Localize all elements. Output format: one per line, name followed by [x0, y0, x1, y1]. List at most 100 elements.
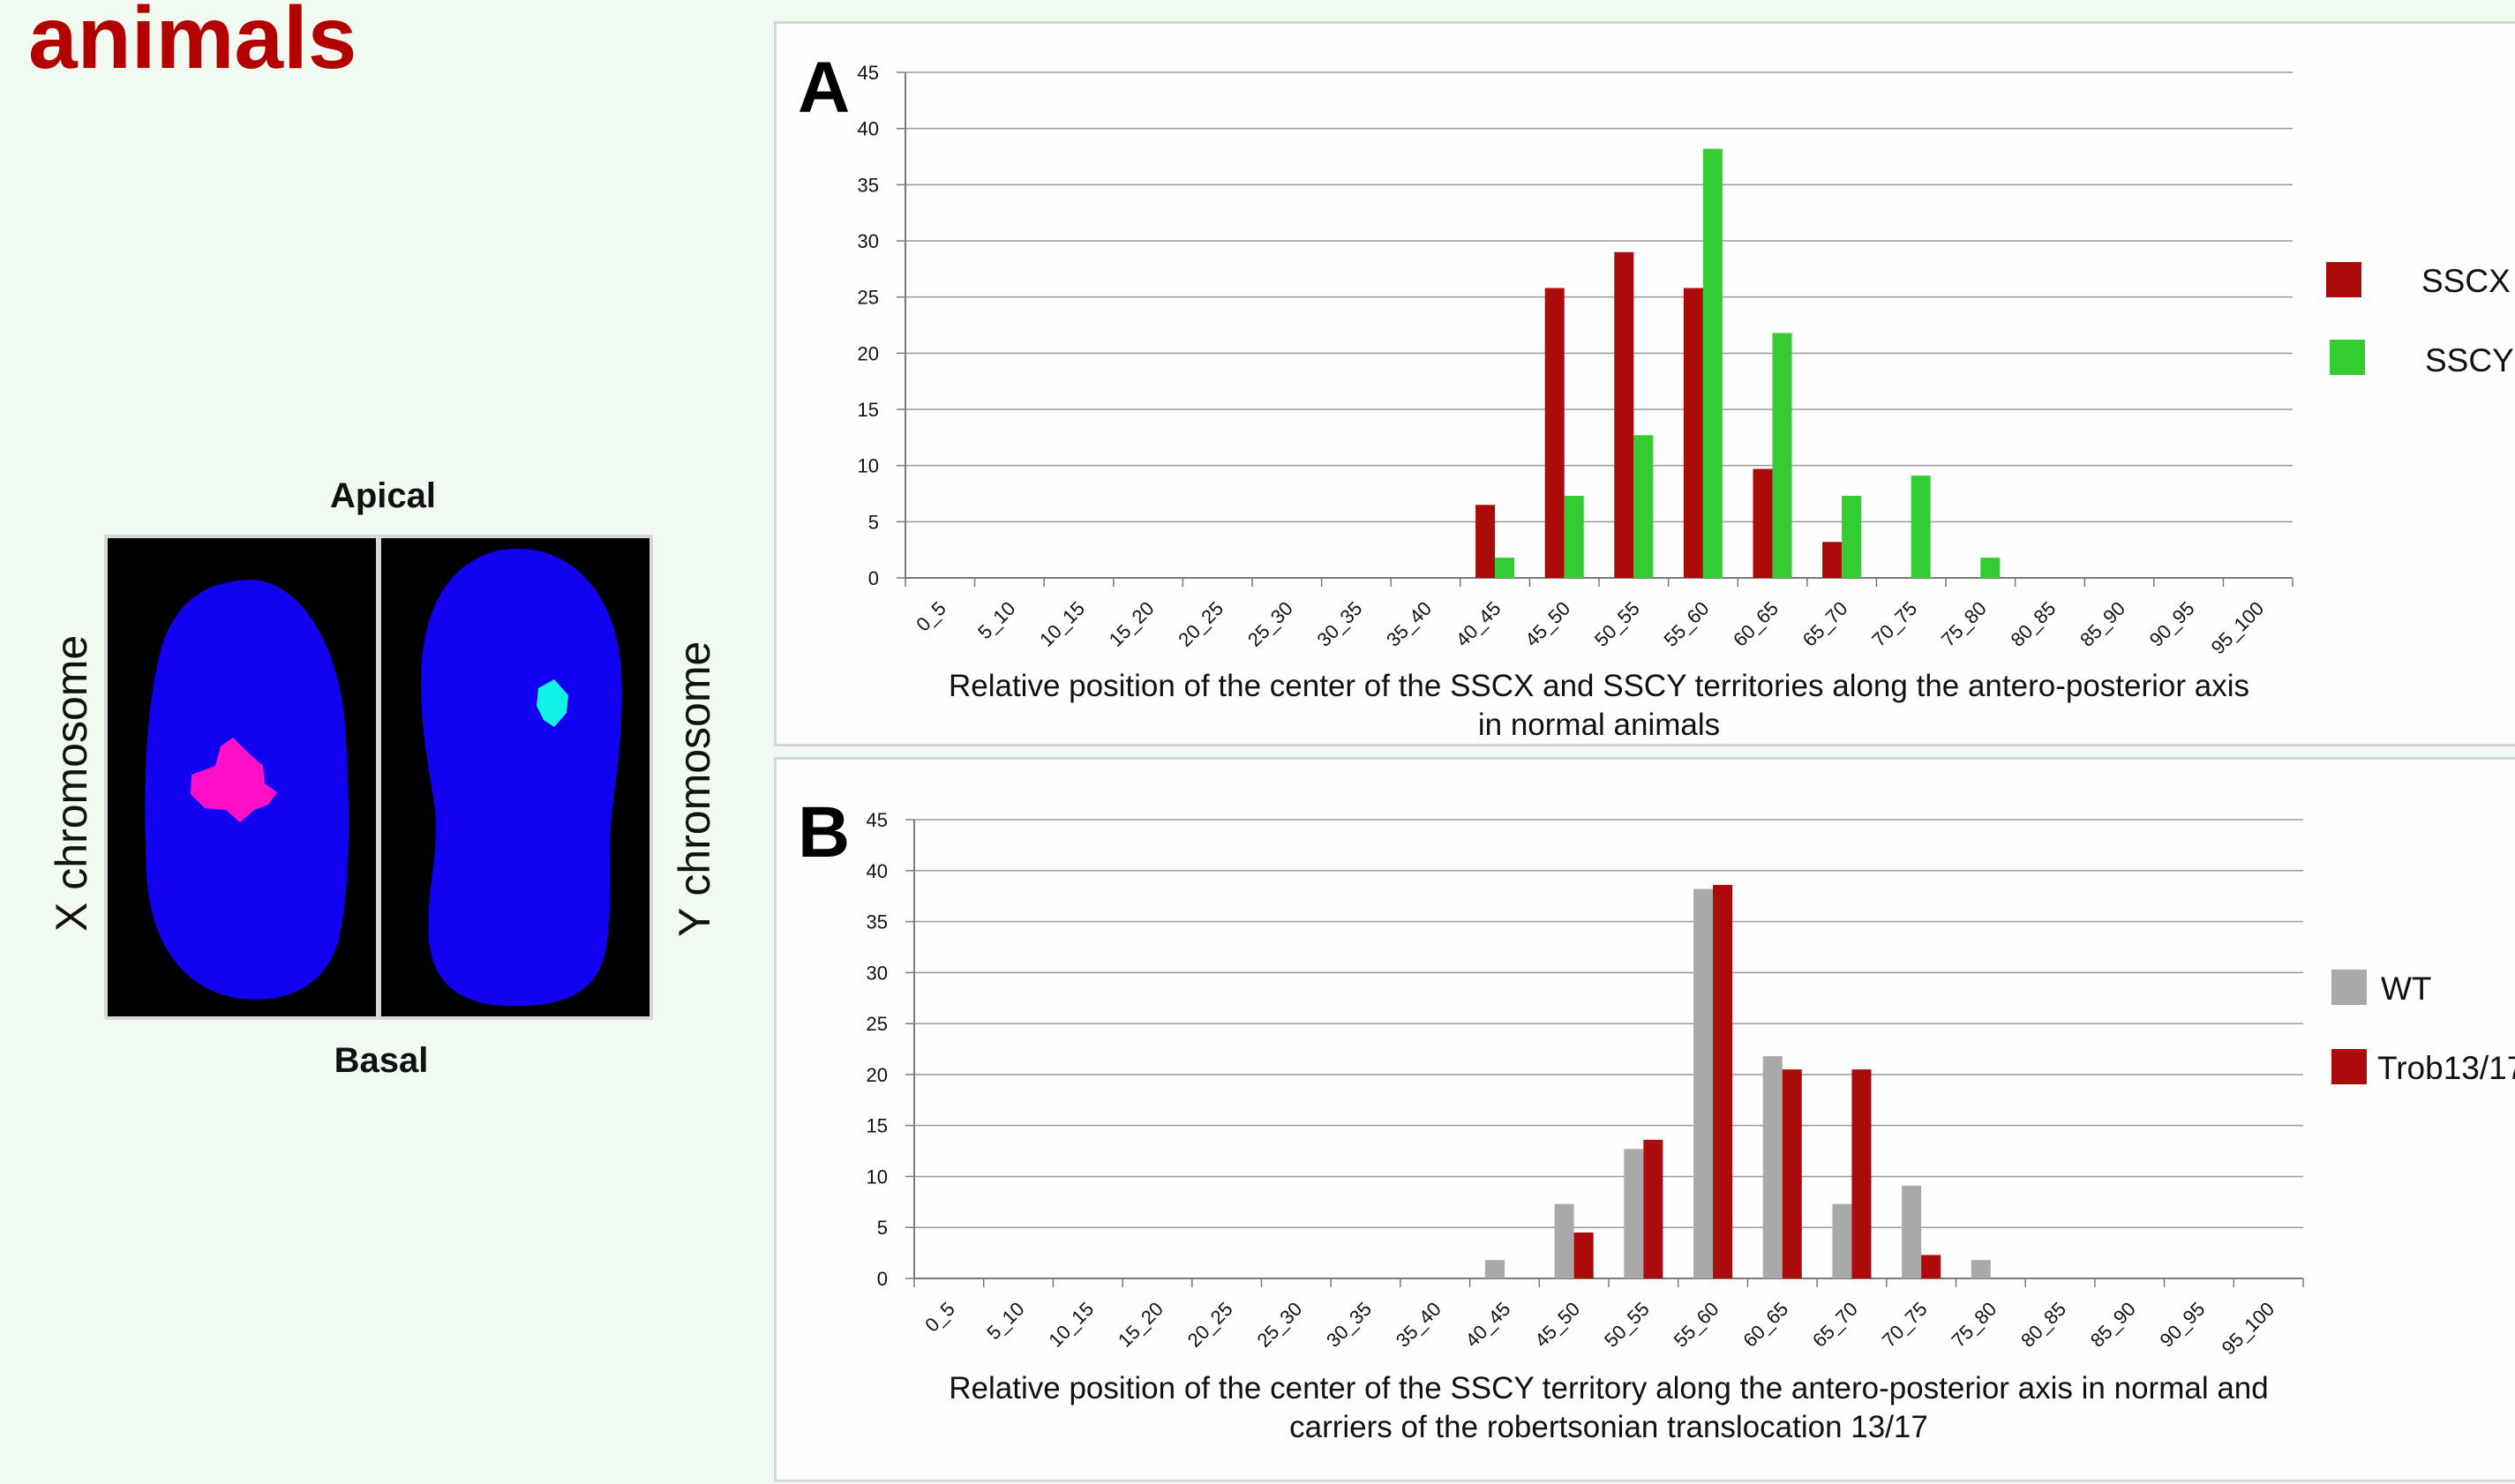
- x-chromosome-signal: [191, 738, 277, 822]
- chart-b-x-tick-label: 95_100: [2218, 1298, 2279, 1360]
- chart-a-bar-sscx-45_50: [1544, 288, 1565, 578]
- chart-a-x-tick-label: 85_90: [2076, 597, 2129, 651]
- chart-b-bar-trob13-17-70_75: [1921, 1255, 1941, 1278]
- chart-b-bar-trob13-17-65_70: [1851, 1069, 1872, 1278]
- chart-b-y-tick-label: 15: [867, 1115, 888, 1137]
- y-nucleus-drawing: [421, 548, 622, 1007]
- chart-a-bar-sscy-65_70: [1842, 496, 1862, 578]
- chart-a-x-tick-label: 70_75: [1867, 597, 1921, 651]
- chart-b-x-tick-label: 40_45: [1461, 1298, 1515, 1352]
- chart-b-xlabel-line1: Relative position of the center of the S…: [949, 1371, 2268, 1405]
- chart-b-y-tick-label: 40: [867, 860, 888, 882]
- chart-b-x-tick-label: 15_20: [1114, 1298, 1167, 1352]
- chart-a-bar-sscy-70_75: [1911, 476, 1931, 578]
- y-chromosome-label: Y chromosome: [670, 641, 719, 937]
- chart-a-x-tick-label: 35_40: [1382, 597, 1436, 651]
- chart-b-bar-wt-60_65: [1762, 1056, 1783, 1278]
- chart-b-y-tick-label: 0: [877, 1268, 888, 1290]
- chart-b-x-tick-label: 35_40: [1392, 1298, 1445, 1352]
- chart-a-bar-sscx-65_70: [1822, 542, 1843, 578]
- chart-a-x-tick-label: 25_30: [1243, 597, 1297, 651]
- chart-a-x-tick-label: 45_50: [1520, 597, 1574, 651]
- chart-b-x-tick-label: 5_10: [982, 1298, 1028, 1344]
- chart-b-x-tick-label: 80_85: [2016, 1298, 2070, 1352]
- chart-a-x-tick-label: 10_15: [1035, 597, 1089, 651]
- chart-b-bar-wt-75_80: [1971, 1260, 1991, 1278]
- chart-a-legend-label-sscy: SSCY: [2425, 342, 2514, 378]
- chart-b-y-tick-label: 5: [877, 1217, 888, 1239]
- chart-a-x-tick-label: 55_60: [1659, 597, 1713, 651]
- chart-a-bar-sscy-55_60: [1702, 148, 1723, 578]
- chart-a-bar-sscx-55_60: [1683, 288, 1703, 578]
- apical-label: Apical: [329, 476, 437, 515]
- chart-b-y-tick-label: 35: [867, 911, 888, 933]
- chart-b-bar-trob13-17-50_55: [1643, 1139, 1663, 1278]
- chart-b-xlabel-line2: carriers of the robertsonian translocati…: [1289, 1410, 1928, 1444]
- chart-a-bar-sscy-50_55: [1633, 435, 1654, 578]
- chart-a-bar-sscx-40_45: [1475, 505, 1496, 578]
- chart-b-legend-swatch-wt: [2331, 970, 2367, 1005]
- x-nucleus-drawing: [145, 580, 349, 1000]
- chart-a: A 0 5 10 15 20 25 30 35 40 45 0_5 5_10 10_15 15_20 20_2…: [798, 48, 2514, 742]
- chart-a-x-tick-label: 15_20: [1105, 597, 1159, 651]
- chart-a-x-tick-label: 30_35: [1312, 597, 1366, 651]
- chart-b-y-tick-label: 30: [867, 962, 888, 984]
- chart-a-frame: A 0 5 10 15 20 25 30 35 40 45 0_5 5_10 10_15 15_20 20_2…: [774, 21, 2515, 746]
- chart-a-y-tick-label: 5: [868, 511, 879, 533]
- chart-b-y-tick-label: 10: [867, 1165, 888, 1188]
- basal-label: Basal: [334, 1041, 429, 1080]
- chart-b-x-tick-label: 85_90: [2086, 1298, 2140, 1352]
- y-nucleus-shape: [421, 548, 622, 1007]
- chart-a-y-tick-label: 10: [858, 455, 879, 477]
- chart-a-x-tick-label: 65_70: [1798, 597, 1852, 651]
- chart-b-legend-label-trob13-17: Trob13/17: [2377, 1050, 2515, 1086]
- chart-b-frame: B 0 5 10 15 20 25 30 35 40 45 0_5 5_10 10_15 15_20 20_2…: [774, 757, 2515, 1482]
- chart-b-bar-wt-50_55: [1624, 1149, 1644, 1278]
- chart-b-bar-trob13-17-55_60: [1713, 884, 1733, 1278]
- chart-a-bar-sscy-75_80: [1980, 558, 2001, 578]
- chart-b-x-tick-label: 50_55: [1600, 1298, 1654, 1352]
- y-chromosome-signal: [537, 679, 568, 727]
- chart-b-bar-wt-55_60: [1693, 888, 1714, 1278]
- chart-b-legend-swatch-trob13-17: [2331, 1049, 2367, 1084]
- chart-a-bar-sscx-60_65: [1753, 468, 1773, 578]
- chart-b-bar-trob13-17-60_65: [1782, 1069, 1802, 1278]
- chart-a-xlabel-line2: in normal animals: [1478, 708, 1720, 742]
- chart-a-legend-label-sscx: SSCX: [2421, 263, 2511, 299]
- chart-b-x-tick-label: 0_5: [920, 1298, 959, 1337]
- chart-a-bar-sscy-60_65: [1772, 333, 1792, 578]
- chart-a-y-tick-label: 30: [858, 230, 879, 252]
- chart-b-x-tick-label: 10_15: [1044, 1298, 1098, 1352]
- chart-b-x-tick-label: 75_80: [1947, 1298, 2001, 1352]
- chart-b-x-tick-label: 55_60: [1670, 1298, 1723, 1352]
- chart-b-panel-letter: B: [798, 792, 850, 873]
- chart-a-panel-letter: A: [798, 48, 850, 128]
- chart-a-legend-swatch-sscx: [2326, 262, 2361, 297]
- chart-b-x-tick-label: 25_30: [1252, 1298, 1306, 1352]
- chart-a-xlabel-line1: Relative position of the center of the S…: [949, 669, 2249, 703]
- chart-a-legend-swatch-sscy: [2330, 340, 2365, 375]
- chart-a-y-tick-label: 0: [868, 567, 879, 589]
- chart-b-bar-wt-45_50: [1554, 1203, 1574, 1278]
- chart-a-x-tick-label: 75_80: [1937, 597, 1991, 651]
- chart-a-y-tick-label: 20: [858, 342, 879, 364]
- chart-b-bar-wt-65_70: [1832, 1203, 1852, 1278]
- chart-a-x-tick-label: 90_95: [2145, 597, 2199, 651]
- chart-a-x-tick-label: 50_55: [1590, 597, 1644, 651]
- chart-b: B 0 5 10 15 20 25 30 35 40 45 0_5 5_10 10_15 15_20 20_2…: [798, 792, 2515, 1444]
- chart-b-legend-label-wt: WT: [2381, 971, 2432, 1007]
- chart-a-x-tick-label: 5_10: [973, 597, 1019, 643]
- chart-b-y-tick-label: 20: [867, 1064, 888, 1086]
- chart-a-bar-sscy-45_50: [1564, 496, 1584, 578]
- chart-b-bar-trob13-17-45_50: [1573, 1233, 1594, 1278]
- chart-b-x-tick-label: 90_95: [2156, 1298, 2210, 1352]
- chart-a-bar-sscx-50_55: [1614, 251, 1634, 578]
- chart-b-bar-wt-70_75: [1902, 1185, 1922, 1278]
- chart-a-x-tick-label: 20_25: [1174, 597, 1227, 651]
- chart-b-x-tick-label: 65_70: [1808, 1298, 1862, 1352]
- page-title: animals: [28, 0, 357, 87]
- chart-b-x-tick-label: 45_50: [1530, 1298, 1584, 1352]
- chart-a-y-tick-label: 45: [858, 62, 879, 84]
- chart-b-x-tick-label: 70_75: [1878, 1298, 1932, 1352]
- chart-a-x-tick-label: 80_85: [2006, 597, 2060, 651]
